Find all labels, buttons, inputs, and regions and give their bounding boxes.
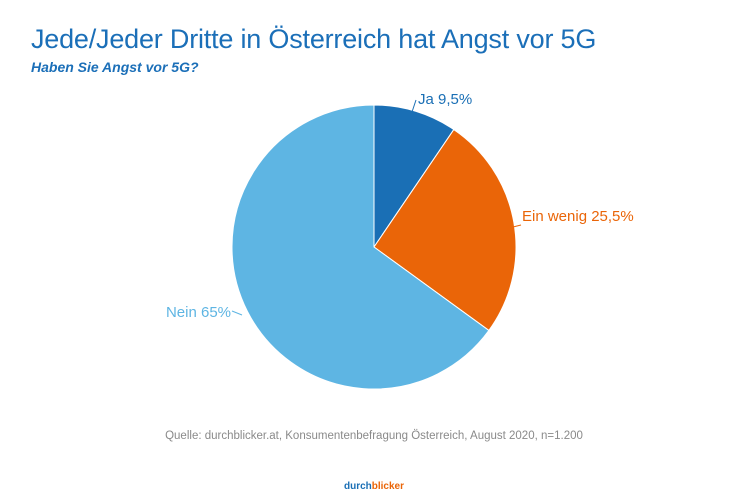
pie-slice-ja	[373, 104, 455, 249]
logo-part-blicker: blicker	[371, 481, 405, 492]
logo-part-durch: durch	[343, 481, 372, 492]
data-label-ja: Ja 9,5%	[418, 91, 472, 108]
brand-logo: durchblicker	[0, 481, 748, 492]
leader-line-ja	[411, 99, 417, 113]
source-note: Quelle: durchblicker.at, Konsumentenbefr…	[165, 430, 583, 442]
data-label-nein: Nein 65%	[166, 304, 231, 321]
chart-title: Jede/Jeder Dritte in Österreich hat Angs…	[31, 24, 597, 54]
pie-slice-ein-wenig	[373, 128, 517, 332]
leader-line-nein	[231, 310, 243, 316]
pie-slice-nein	[231, 104, 490, 390]
leader-line-ein-wenig	[512, 224, 522, 228]
data-label-ein-wenig: Ein wenig 25,5%	[522, 208, 634, 225]
chart-subtitle: Haben Sie Angst vor 5G?	[31, 59, 199, 75]
